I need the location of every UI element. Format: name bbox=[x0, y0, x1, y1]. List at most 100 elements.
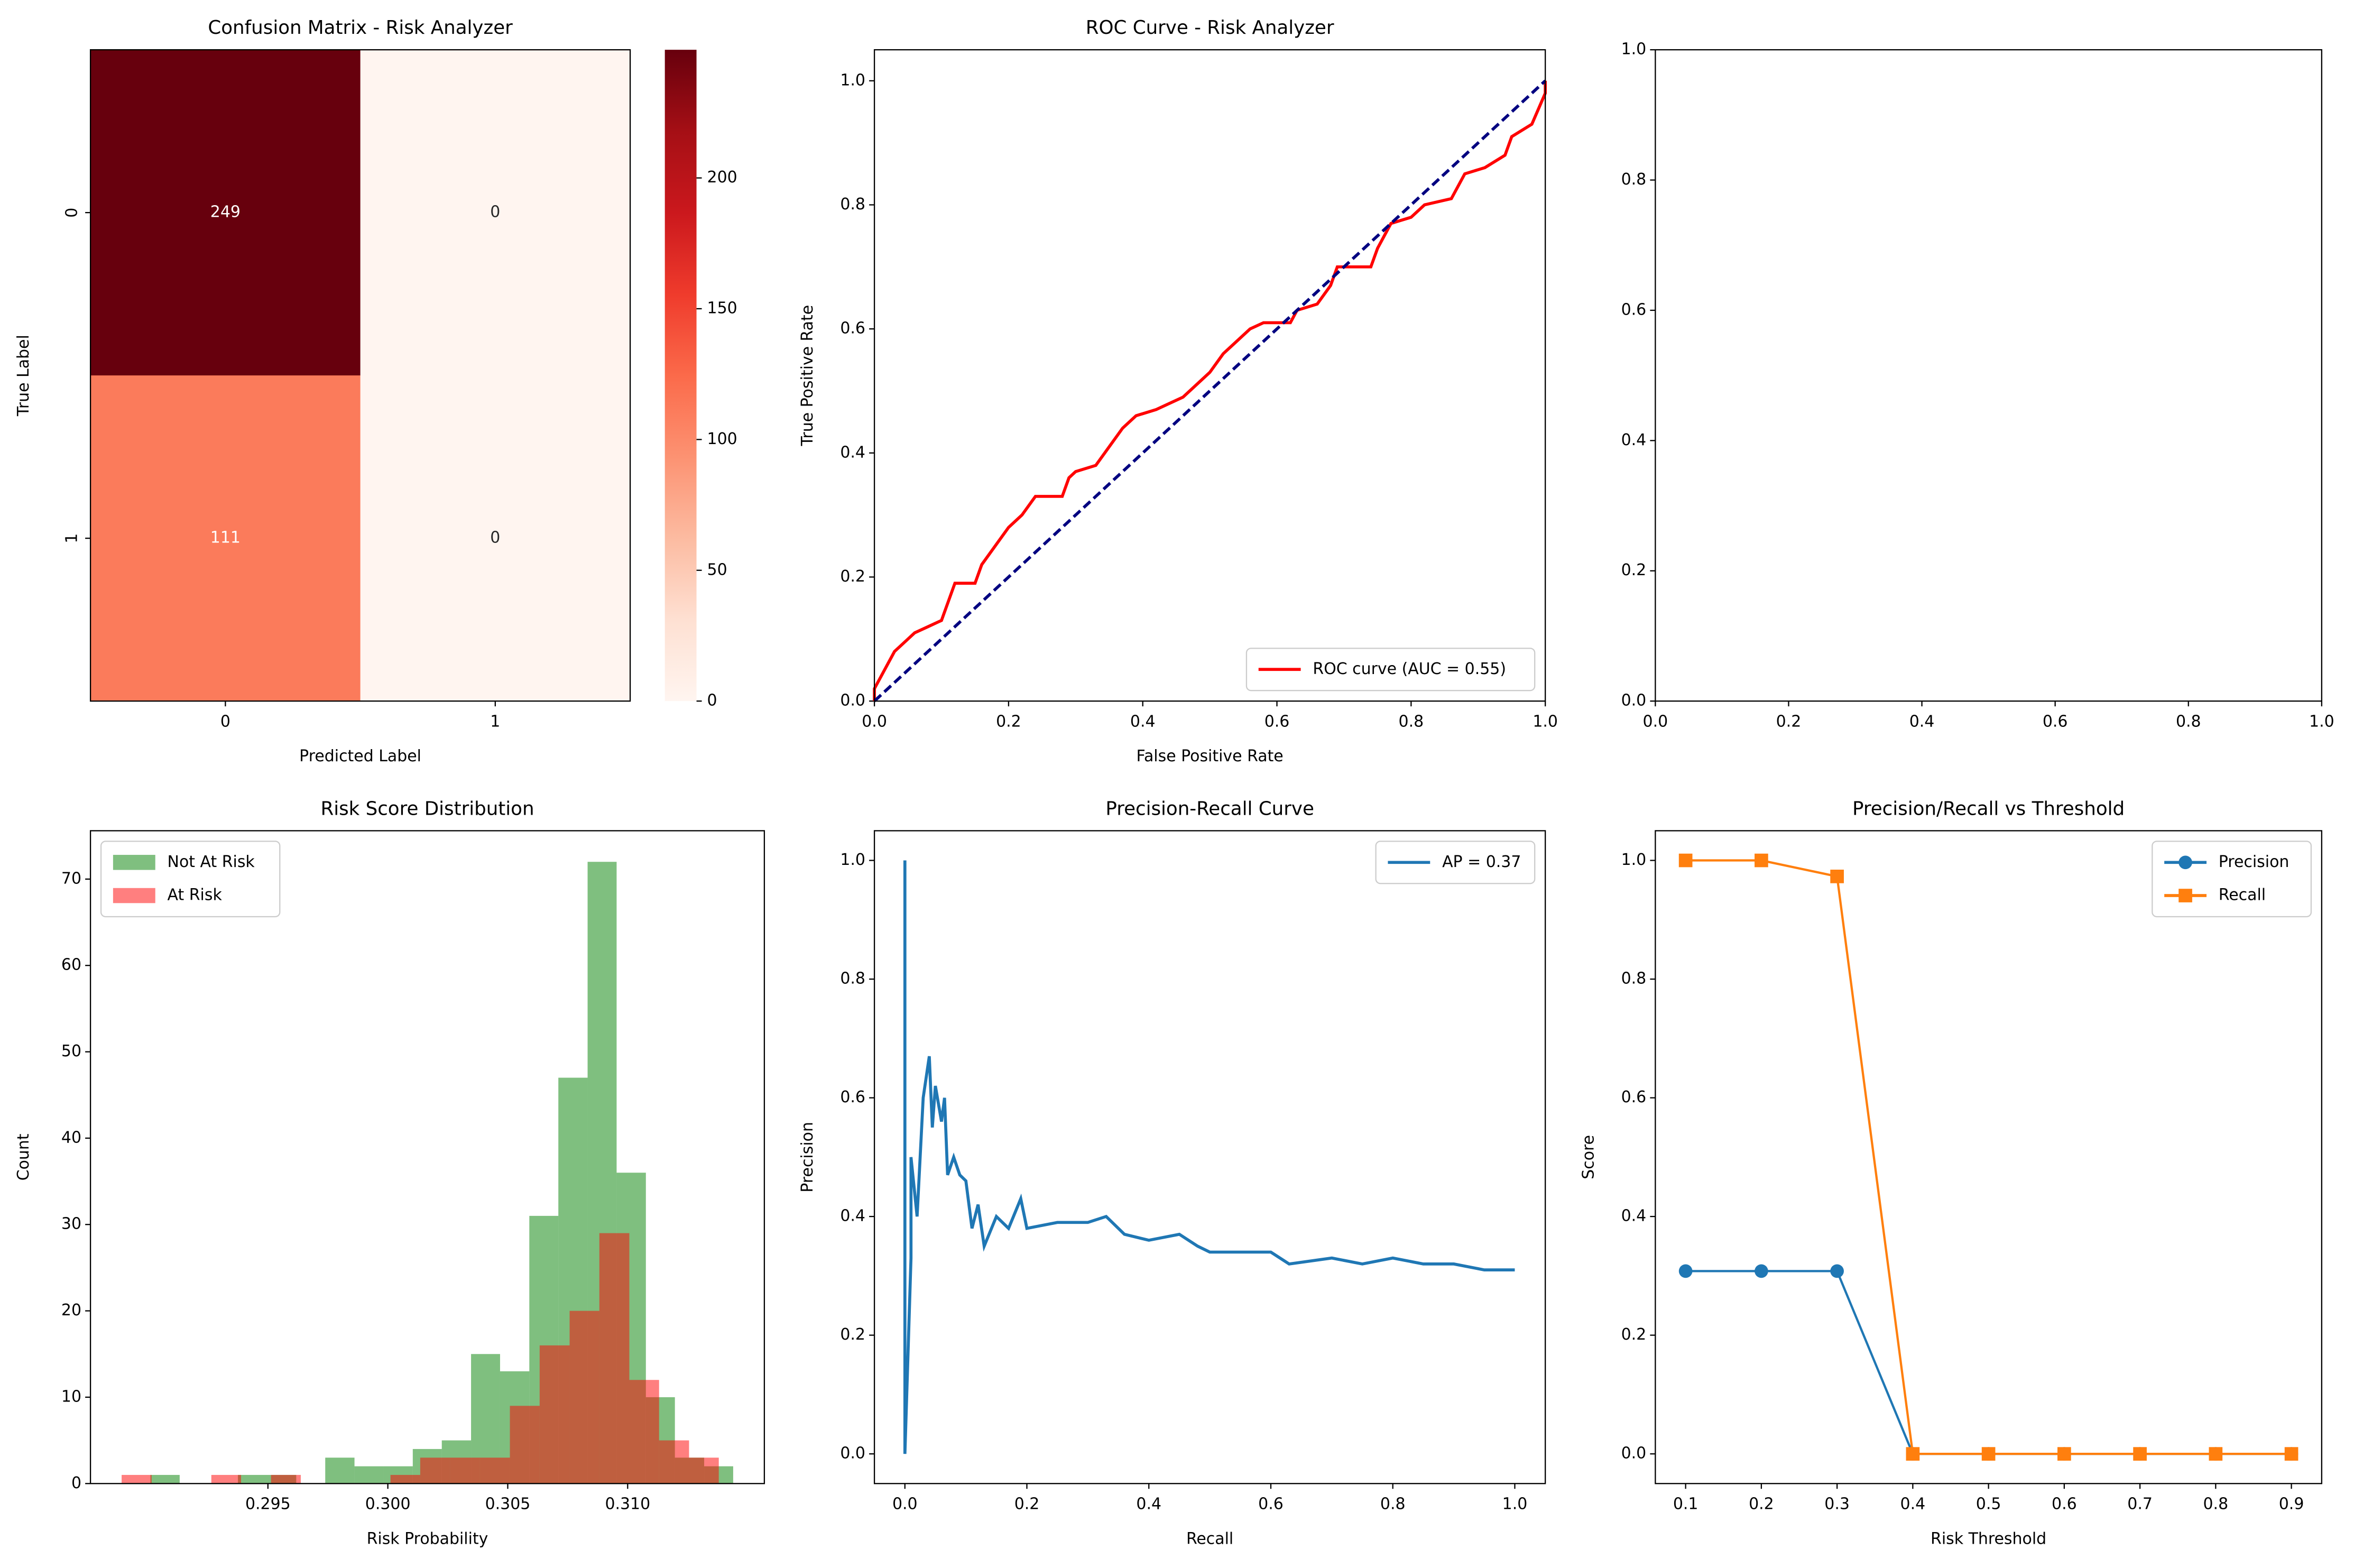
histogram-bar bbox=[689, 1458, 719, 1484]
y-tick-label: 60 bbox=[61, 956, 81, 974]
x-tick-label: 0.5 bbox=[1976, 1495, 2001, 1514]
y-tick-label: 0.2 bbox=[1621, 1325, 1647, 1344]
x-tick-label: 0.6 bbox=[2052, 1495, 2077, 1514]
y-tick-label: 0.2 bbox=[1621, 561, 1647, 579]
legend-label: Recall bbox=[2219, 886, 2266, 905]
histogram-bar bbox=[122, 1474, 152, 1484]
marker bbox=[1830, 870, 1844, 883]
chart-title: Precision-Recall Curve bbox=[1105, 798, 1314, 819]
legend-label: Precision bbox=[2219, 853, 2290, 871]
axes-frame bbox=[873, 49, 1546, 702]
heatmap-cell bbox=[360, 375, 631, 702]
x-axis-label: Recall bbox=[1186, 1529, 1233, 1548]
x-tick-label: 0.0 bbox=[892, 1495, 918, 1514]
x-tick-label: 0.9 bbox=[2279, 1495, 2304, 1514]
marker bbox=[1755, 1264, 1768, 1278]
histogram-bar bbox=[238, 1474, 267, 1484]
chart-title: Precision/Recall vs Threshold bbox=[1852, 798, 2125, 819]
y-tick-label: 50 bbox=[61, 1042, 81, 1060]
heatmap-cell bbox=[90, 50, 361, 376]
y-tick-label: 20 bbox=[61, 1301, 81, 1320]
legend-swatch bbox=[113, 888, 155, 903]
legend-frame bbox=[1375, 841, 1536, 884]
line bbox=[873, 79, 1547, 703]
x-tick-label: 0.2 bbox=[1014, 1495, 1040, 1514]
x-tick-label: 0.8 bbox=[2203, 1495, 2229, 1514]
histogram-bar bbox=[659, 1440, 689, 1484]
x-tick-label: 0.4 bbox=[1900, 1495, 1926, 1514]
y-tick-label: 0.8 bbox=[1621, 970, 1647, 988]
histogram-bar bbox=[539, 1345, 570, 1484]
colorbar-tick-label: 0 bbox=[707, 691, 717, 710]
x-tick-label: 0.0 bbox=[1643, 713, 1668, 731]
x-tick-label: 0.4 bbox=[1130, 713, 1156, 731]
x-tick-label: 0.8 bbox=[2176, 713, 2201, 731]
line bbox=[903, 860, 1515, 1454]
x-tick-label: 1 bbox=[490, 713, 500, 731]
chart-title: Risk Score Distribution bbox=[320, 798, 534, 819]
y-tick-label: 0.0 bbox=[840, 1444, 865, 1463]
axes-frame bbox=[1655, 49, 2322, 702]
histogram-bar bbox=[150, 1474, 180, 1484]
y-tick-label: 0 bbox=[71, 1474, 81, 1492]
axes-frame bbox=[89, 49, 631, 702]
y-tick-label: 70 bbox=[61, 869, 81, 888]
x-axis-label: Predicted Label bbox=[299, 747, 421, 765]
y-tick-label: 1.0 bbox=[1621, 40, 1647, 59]
marker bbox=[2057, 1447, 2071, 1461]
legend-label: Not At Risk bbox=[168, 853, 255, 871]
chart-title: Confusion Matrix - Risk Analyzer bbox=[208, 17, 513, 39]
x-tick-label: 0.6 bbox=[2043, 713, 2068, 731]
y-tick-label: 1.0 bbox=[840, 851, 865, 869]
y-axis-label: Count bbox=[14, 1133, 33, 1180]
x-tick-label: 0.305 bbox=[485, 1495, 531, 1514]
histogram-bar bbox=[599, 1233, 630, 1484]
histogram-bar bbox=[450, 1458, 480, 1484]
x-tick-label: 0.4 bbox=[1909, 713, 1935, 731]
x-tick-label: 0.7 bbox=[2127, 1495, 2153, 1514]
line bbox=[1685, 1270, 2292, 1455]
colorbar-tick-label: 200 bbox=[707, 168, 737, 187]
histogram-bar bbox=[354, 1466, 384, 1484]
marker bbox=[1981, 1447, 1996, 1461]
histogram-bar bbox=[325, 1458, 355, 1484]
histogram-bar bbox=[211, 1474, 242, 1484]
x-axis-label: False Positive Rate bbox=[1136, 747, 1283, 765]
y-axis-label: Score bbox=[1579, 1135, 1598, 1179]
cell-label: 0 bbox=[490, 203, 500, 222]
y-tick-label: 30 bbox=[61, 1215, 81, 1233]
y-tick-label: 10 bbox=[61, 1387, 81, 1406]
marker bbox=[1906, 1447, 1920, 1461]
y-tick-label: 0.6 bbox=[1621, 300, 1647, 319]
x-tick-label: 1.0 bbox=[1533, 713, 1558, 731]
x-tick-label: 0.300 bbox=[365, 1495, 411, 1514]
y-tick-label: 0 bbox=[62, 208, 81, 218]
y-tick-label: 0.4 bbox=[840, 1207, 865, 1225]
legend-marker bbox=[2179, 889, 2192, 902]
legend-label: ROC curve (AUC = 0.55) bbox=[1313, 660, 1506, 678]
cell-label: 249 bbox=[210, 203, 241, 222]
cell-label: 111 bbox=[210, 529, 241, 547]
x-tick-label: 0.1 bbox=[1673, 1495, 1699, 1514]
histogram-bar bbox=[479, 1458, 510, 1484]
line bbox=[1685, 859, 2292, 1455]
histogram-bar bbox=[510, 1406, 540, 1484]
axes-frame bbox=[89, 830, 765, 1484]
axes-frame bbox=[1655, 830, 2322, 1484]
x-tick-label: 0.2 bbox=[1749, 1495, 1774, 1514]
heatmap-cell bbox=[90, 375, 361, 702]
y-tick-label: 0.6 bbox=[840, 1088, 865, 1106]
y-tick-label: 0.2 bbox=[840, 567, 865, 586]
x-tick-label: 0.8 bbox=[1399, 713, 1424, 731]
marker bbox=[2209, 1447, 2223, 1461]
x-tick-label: 1.0 bbox=[2309, 713, 2334, 731]
colorbar bbox=[664, 50, 697, 702]
y-tick-label: 0.6 bbox=[1621, 1088, 1647, 1106]
marker bbox=[2284, 1447, 2299, 1461]
x-tick-label: 0.3 bbox=[1824, 1495, 1850, 1514]
x-axis-label: Risk Threshold bbox=[1931, 1529, 2046, 1548]
y-tick-label: 0.8 bbox=[1621, 170, 1647, 189]
histogram-bar bbox=[569, 1311, 599, 1484]
legend-swatch bbox=[113, 855, 155, 870]
